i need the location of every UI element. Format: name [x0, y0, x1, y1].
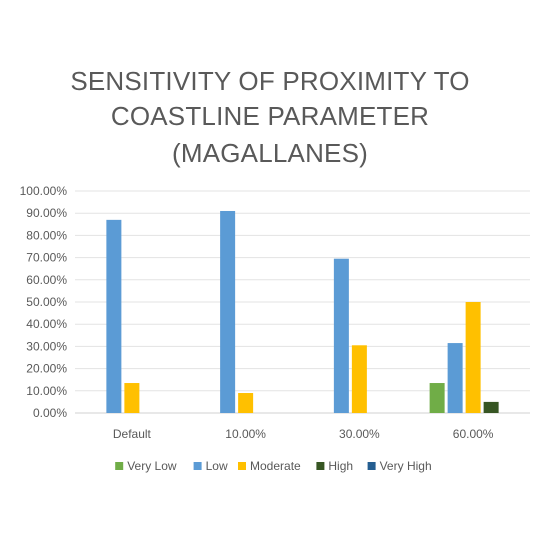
bars [106, 210, 499, 413]
bar-moderate [124, 383, 140, 413]
x-tick-label: 60.00% [453, 427, 494, 441]
bar-moderate [238, 393, 254, 413]
y-tick-label: 100.00% [20, 184, 68, 198]
y-tick-label: 40.00% [26, 317, 67, 331]
legend-label: Very High [380, 459, 432, 473]
y-tick-label: 30.00% [26, 339, 67, 353]
chart-title-line-3: (MAGALLANES) [171, 138, 368, 168]
legend-label: High [328, 459, 353, 473]
bar-high [483, 401, 499, 413]
y-tick-label: 0.00% [33, 406, 67, 420]
x-tick-label: Default [113, 427, 152, 441]
bar-moderate [351, 345, 367, 413]
x-tick-label: 10.00% [225, 427, 266, 441]
y-tick-label: 60.00% [26, 273, 67, 287]
y-tick-label: 50.00% [26, 295, 67, 309]
legend-label: Low [206, 459, 228, 473]
legend-swatch [193, 462, 202, 470]
legend: Very Low Low Moderate High Very High [115, 459, 432, 473]
bar-low [106, 219, 122, 413]
x-axis-ticks: Default 10.00% 30.00% 60.00% [113, 427, 494, 441]
y-tick-label: 80.00% [26, 228, 67, 242]
x-tick-label: 30.00% [339, 427, 380, 441]
chart-title-line-2: COASTLINE PARAMETER [110, 101, 430, 131]
legend-label: Moderate [250, 459, 301, 473]
bar-very-low [429, 383, 445, 413]
y-tick-label: 70.00% [26, 251, 67, 265]
bar-low [333, 258, 349, 413]
legend-swatch [238, 462, 246, 470]
legend-swatch [115, 462, 124, 470]
legend-label: Very Low [127, 459, 177, 473]
legend-swatch [316, 462, 325, 470]
bar-low [220, 210, 236, 413]
bar-moderate [465, 302, 481, 413]
y-tick-label: 90.00% [26, 206, 67, 220]
y-tick-label: 20.00% [26, 362, 67, 376]
y-tick-label: 10.00% [26, 384, 67, 398]
legend-swatch [367, 462, 376, 470]
bar-low [447, 343, 463, 413]
chart-title-line-1: SENSITIVITY OF PROXIMITY TO [70, 66, 470, 96]
y-axis-ticks: 0.00% 10.00% 20.00% 30.00% 40.00% 50.00% 60.00… [20, 184, 68, 420]
